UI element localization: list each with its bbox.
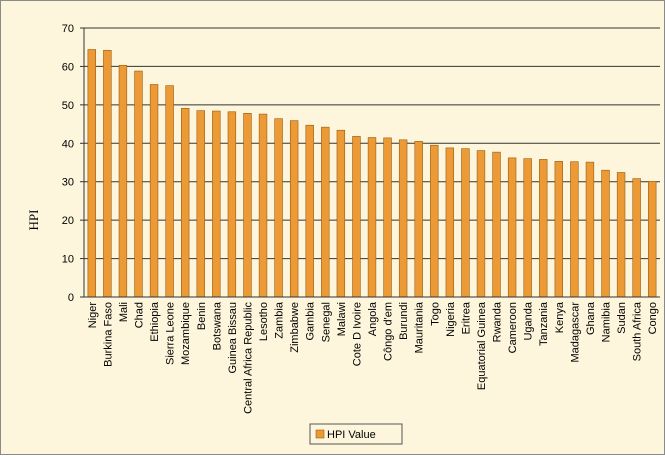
bar [476, 150, 486, 298]
x-tick-label: Congo [647, 302, 659, 334]
x-tick-label: Equatorial Guinea [476, 301, 488, 390]
x-tick-label: Sudan [616, 302, 628, 334]
x-tick-label: Niger [87, 302, 99, 329]
x-tick-label: Tanzania [538, 301, 550, 346]
x-tick-label: Cameroon [507, 302, 519, 353]
bar [227, 111, 237, 298]
bar [445, 147, 455, 298]
bar [243, 113, 252, 298]
bar [212, 110, 221, 298]
x-tick-label: Benin [196, 302, 208, 330]
legend-box [309, 423, 403, 445]
bar [616, 172, 626, 298]
bar [149, 84, 159, 298]
bar [289, 120, 299, 298]
x-tick-label: Namibia [601, 301, 613, 342]
bar [585, 161, 595, 298]
x-tick-label: Côngo d'em [383, 302, 395, 361]
x-tick-label: Mozambique [180, 302, 192, 365]
bar [507, 157, 517, 298]
bar [134, 70, 143, 298]
bar [492, 151, 501, 298]
y-tick-label: 10 [62, 254, 74, 266]
y-tick-label: 70 [62, 23, 74, 35]
x-tick-label: Botswana [211, 301, 223, 350]
x-tick-label: Angola [367, 301, 379, 336]
bar [352, 136, 361, 298]
y-tick-label: 40 [62, 138, 74, 150]
x-tick-label: South Africa [632, 301, 644, 361]
x-tick-label: Lesotho [258, 302, 270, 341]
x-tick-label: Rwanda [492, 301, 504, 342]
x-tick-label: Eritrea [460, 301, 472, 334]
bar [336, 129, 346, 298]
bar [523, 158, 532, 298]
x-tick-label: Mali [118, 302, 130, 322]
x-tick-label: Ghana [585, 301, 597, 335]
bar [118, 64, 128, 298]
x-tick-label: Zimbabwe [289, 302, 301, 353]
bar [367, 137, 377, 298]
x-tick-label: Senegal [320, 302, 332, 342]
bar [165, 85, 174, 298]
x-tick-label: Cote D Ivoire [351, 302, 363, 366]
bar [87, 49, 96, 298]
bar [539, 159, 548, 298]
bar [258, 113, 268, 298]
x-tick-label: Burkina Faso [102, 302, 114, 367]
bar [305, 124, 314, 298]
x-tick-label: Central Africa Republic [242, 302, 254, 414]
bar [180, 108, 190, 298]
y-tick-label: 0 [68, 292, 74, 304]
bar [196, 110, 205, 298]
y-axis-label: HPI [26, 210, 41, 231]
y-tick-label: 60 [62, 61, 74, 73]
bar [430, 144, 439, 298]
bar [103, 49, 112, 298]
bar [461, 148, 470, 298]
bar [274, 118, 283, 298]
legend-swatch [315, 429, 325, 439]
x-tick-label: Ethiopia [149, 301, 161, 342]
x-tick-label: Chad [133, 302, 145, 328]
x-tick-label: Zambia [274, 301, 286, 339]
x-tick-label: Mauritania [414, 301, 426, 353]
y-tick-label: 50 [62, 100, 74, 112]
bar [570, 161, 579, 298]
x-tick-label: Guinea Bissau [227, 302, 239, 374]
x-tick-label: Gambia [305, 301, 317, 340]
bar [632, 178, 641, 298]
bar [601, 169, 610, 298]
x-tick-label: Malawi [336, 302, 348, 336]
x-tick-label: Burundi [398, 302, 410, 340]
x-tick-label: Togo [429, 302, 441, 326]
x-tick-label: Kenya [554, 301, 566, 333]
bar [321, 126, 330, 298]
legend-label: HPI Value [327, 429, 376, 441]
y-tick-label: 30 [62, 177, 74, 189]
x-tick-label: Madagascar [569, 302, 581, 363]
bar [383, 137, 392, 298]
bar [648, 181, 657, 298]
x-tick-label: Uganda [523, 301, 535, 340]
y-tick-label: 20 [62, 215, 74, 227]
x-tick-label: Nigeria [445, 301, 457, 337]
bar [398, 139, 408, 298]
bar [554, 161, 564, 298]
x-tick-label: Sierra Leone [165, 302, 177, 365]
bar [414, 141, 423, 298]
